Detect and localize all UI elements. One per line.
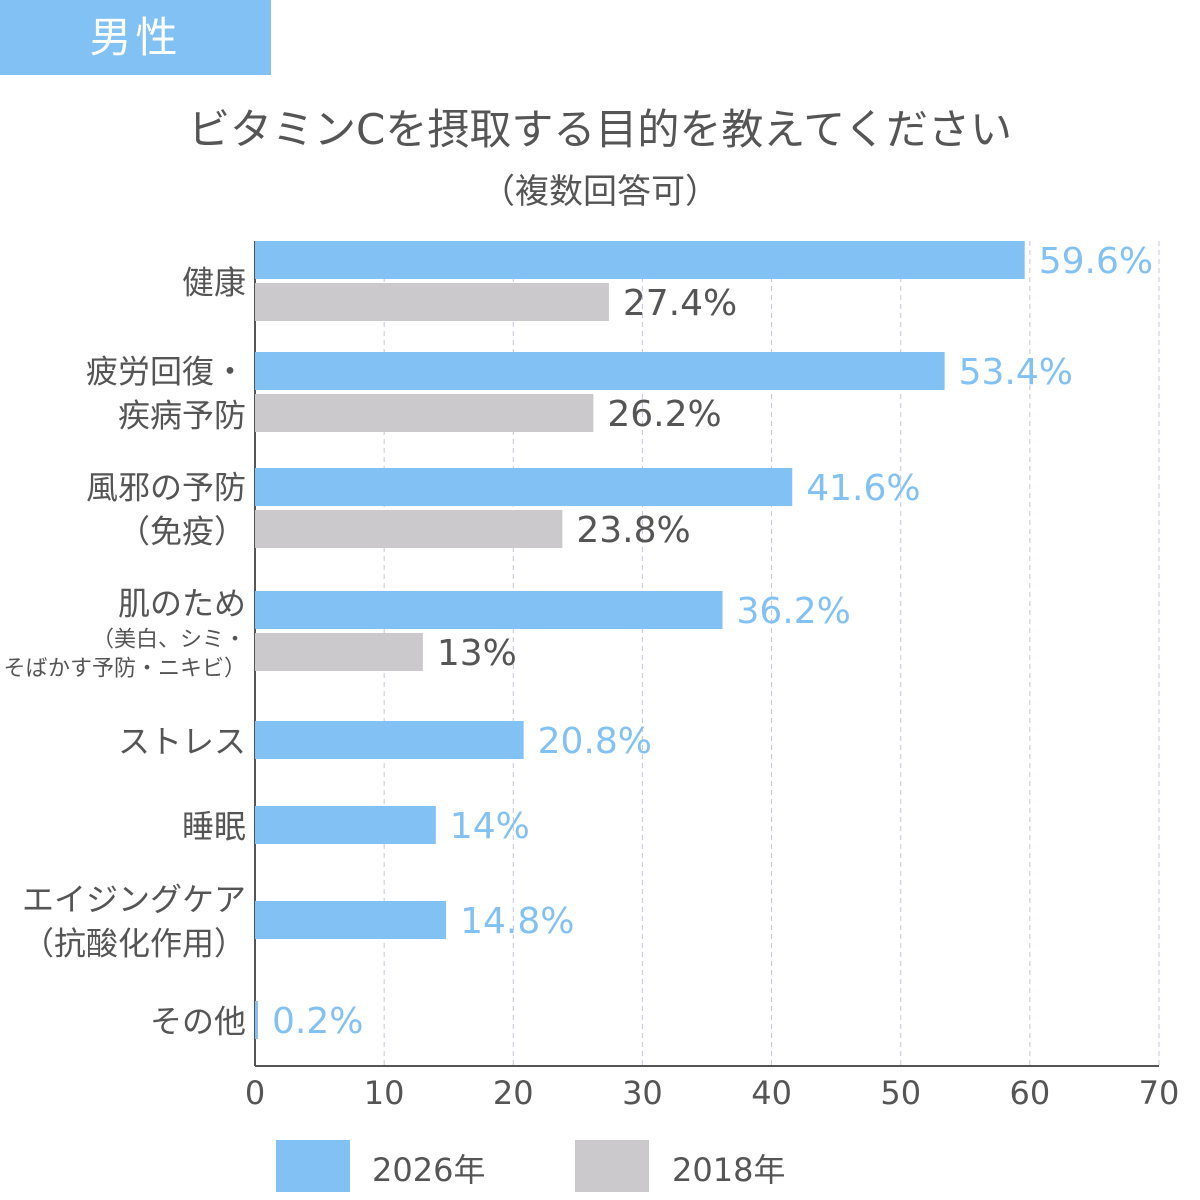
data-label-2026-3: 36.2% [736, 591, 850, 632]
category-label-1-0: 疲労回復・ [86, 352, 246, 390]
legend-label-2026: 2026年 [372, 1151, 486, 1189]
x-tick-label-30: 30 [622, 1074, 663, 1112]
category-label-0-0: 健康 [182, 263, 246, 301]
x-tick-label-70: 70 [1139, 1074, 1180, 1112]
category-sublabel-3-1: そばかす予防・ニキビ） [4, 657, 246, 682]
data-label-2026-7: 0.2% [272, 1001, 363, 1042]
data-label-2026-4: 20.8% [538, 721, 652, 762]
category-label-5-0: 睡眠 [182, 807, 246, 845]
x-tick-label-10: 10 [364, 1074, 405, 1112]
category-label-4-0: ストレス [118, 722, 246, 760]
bar-2018-0 [255, 283, 609, 321]
legend-label-2018: 2018年 [672, 1151, 786, 1189]
bar-2026-0 [255, 241, 1025, 279]
category-label-3-0: 肌のため [118, 584, 246, 622]
x-tick-label-40: 40 [751, 1074, 792, 1112]
category-sublabel-3-0: （美白、シミ・ [92, 628, 246, 653]
bar-2026-4 [255, 721, 524, 759]
bar-2026-1 [255, 352, 945, 390]
category-label-2-0: 風邪の予防 [86, 468, 246, 506]
bar-2026-7 [255, 1001, 258, 1039]
category-label-7-0: その他 [150, 1002, 246, 1040]
legend-swatch-2026 [276, 1140, 350, 1192]
bar-2018-3 [255, 633, 423, 671]
bar-2026-2 [255, 468, 793, 506]
chart-title: ビタミンCを摂取する目的を教えてください [188, 105, 1012, 154]
bar-2018-2 [255, 510, 563, 548]
data-label-2026-5: 14% [450, 806, 530, 847]
data-label-2018-0: 27.4% [623, 283, 737, 324]
category-label-1-1: 疾病予防 [118, 396, 246, 434]
data-label-2018-1: 26.2% [607, 394, 721, 435]
chart-subtitle: （複数回答可） [481, 172, 719, 212]
x-tick-label-20: 20 [493, 1074, 534, 1112]
category-label-6-0: エイジングケア [22, 880, 246, 918]
bar-2026-5 [255, 806, 436, 844]
data-label-2026-2: 41.6% [806, 468, 920, 509]
bar-2026-6 [255, 901, 447, 939]
bar-2026-3 [255, 591, 723, 629]
legend-swatch-2018 [575, 1140, 649, 1192]
category-label-6-1: （抗酸化作用） [22, 924, 246, 962]
category-label-2-1: （免疫） [118, 512, 246, 550]
x-tick-label-0: 0 [245, 1074, 265, 1112]
gender-badge: 男性 [0, 0, 271, 75]
data-label-2026-0: 59.6% [1039, 241, 1153, 282]
data-label-2018-3: 13% [437, 633, 517, 674]
data-label-2026-1: 53.4% [959, 352, 1073, 393]
data-label-2018-2: 23.8% [576, 510, 690, 551]
bar-2018-1 [255, 394, 594, 432]
x-tick-label-60: 60 [1009, 1074, 1050, 1112]
data-label-2026-6: 14.8% [460, 901, 574, 942]
x-tick-label-50: 50 [880, 1074, 921, 1112]
